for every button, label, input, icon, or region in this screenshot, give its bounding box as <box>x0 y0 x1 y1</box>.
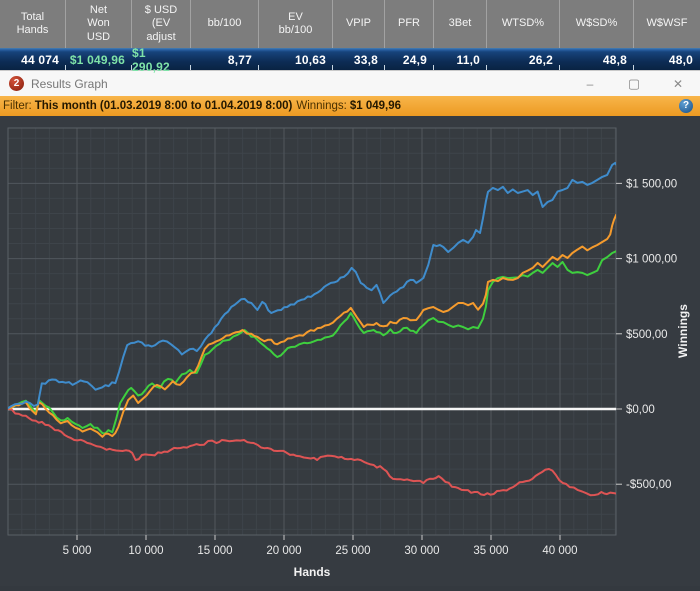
filter-label: Filter: <box>3 100 32 112</box>
blue-line <box>8 161 616 410</box>
stats-col-header[interactable]: W$WSF <box>646 17 688 30</box>
stats-header-row: Total Hands Net Won USD $ USD (EV adjust bb… <box>0 0 700 48</box>
stats-col-header[interactable]: W$SD% <box>560 0 634 48</box>
stats-value: $1 049,96 <box>66 49 132 70</box>
stats-col-header[interactable]: VPIP <box>333 0 385 48</box>
stats-col-header[interactable]: Net Won USD <box>66 0 132 48</box>
red-line <box>8 408 616 497</box>
stats-col-header[interactable]: $ USD (EV adjust <box>132 0 191 48</box>
stats-value: 48,0 <box>668 52 693 67</box>
stats-value: 48,8 <box>560 49 634 70</box>
stats-col-header[interactable]: bb/100 <box>191 0 259 48</box>
y-axis-title: Winnings <box>676 304 690 358</box>
stats-value: 33,8 <box>333 49 385 70</box>
stats-value: 8,77 <box>191 49 259 70</box>
results-chart: $1 500,00 $1 000,00 $500,00 $0,00 -$500,00 5 … <box>0 116 700 586</box>
orange-line <box>8 213 616 438</box>
help-icon[interactable]: ? <box>679 99 693 113</box>
x-tick-label: 5 000 <box>63 545 92 557</box>
x-tick-label: 15 000 <box>197 545 232 557</box>
y-tick-label: $0,00 <box>626 404 655 416</box>
y-tick-label: $500,00 <box>626 329 668 341</box>
x-tick-label: 20 000 <box>266 545 301 557</box>
y-tick-label: $1 000,00 <box>626 254 677 266</box>
stats-value: 44 074 <box>0 49 66 70</box>
x-tick-label: 30 000 <box>404 545 439 557</box>
results-graph-panel: $1 500,00 $1 000,00 $500,00 $0,00 -$500,00 5 … <box>0 116 700 586</box>
window-titlebar[interactable]: 2 Results Graph – ▢ ✕ <box>0 70 700 96</box>
app-logo-icon: 2 <box>9 76 24 91</box>
stats-value: 26,2 <box>487 49 560 70</box>
green-line <box>8 250 616 435</box>
filter-bar[interactable]: Filter: This month (01.03.2019 8:00 to 0… <box>0 96 700 116</box>
stats-values-row: 44 074 $1 049,96 $1 290,92 8,77 10,63 33,8 24,… <box>0 46 700 74</box>
filter-range-text[interactable]: This month (01.03.2019 8:00 to 01.04.201… <box>34 100 293 112</box>
x-tick-label: 25 000 <box>335 545 370 557</box>
stats-col-header[interactable]: EV bb/100 <box>259 0 333 48</box>
x-tick-label: 35 000 <box>473 545 508 557</box>
stats-value: $1 290,92 <box>132 46 191 74</box>
stats-table: Total Hands Net Won USD $ USD (EV adjust bb… <box>0 0 700 74</box>
stats-col-header[interactable]: 3Bet <box>434 0 487 48</box>
winnings-label: Winnings: <box>296 100 347 112</box>
winnings-value: $1 049,96 <box>349 100 402 112</box>
window-buttons: – ▢ ✕ <box>568 71 700 96</box>
y-tick-label: -$500,00 <box>626 479 671 491</box>
minimize-icon[interactable]: – <box>586 76 594 91</box>
stats-value: 24,9 <box>385 49 434 70</box>
x-tick-label: 40 000 <box>542 545 577 557</box>
x-axis-title: Hands <box>294 565 331 579</box>
x-tick-label: 10 000 <box>128 545 163 557</box>
stats-value: 11,0 <box>434 49 487 70</box>
stats-value: 10,63 <box>259 49 333 70</box>
maximize-icon[interactable]: ▢ <box>627 75 641 91</box>
y-tick-label: $1 500,00 <box>626 178 677 190</box>
stats-col-header[interactable]: WTSD% <box>487 0 560 48</box>
window-title: Results Graph <box>31 76 108 91</box>
close-icon[interactable]: ✕ <box>672 76 684 91</box>
stats-col-header[interactable]: Total Hands <box>0 0 66 48</box>
stats-col-header[interactable]: PFR <box>385 0 434 48</box>
